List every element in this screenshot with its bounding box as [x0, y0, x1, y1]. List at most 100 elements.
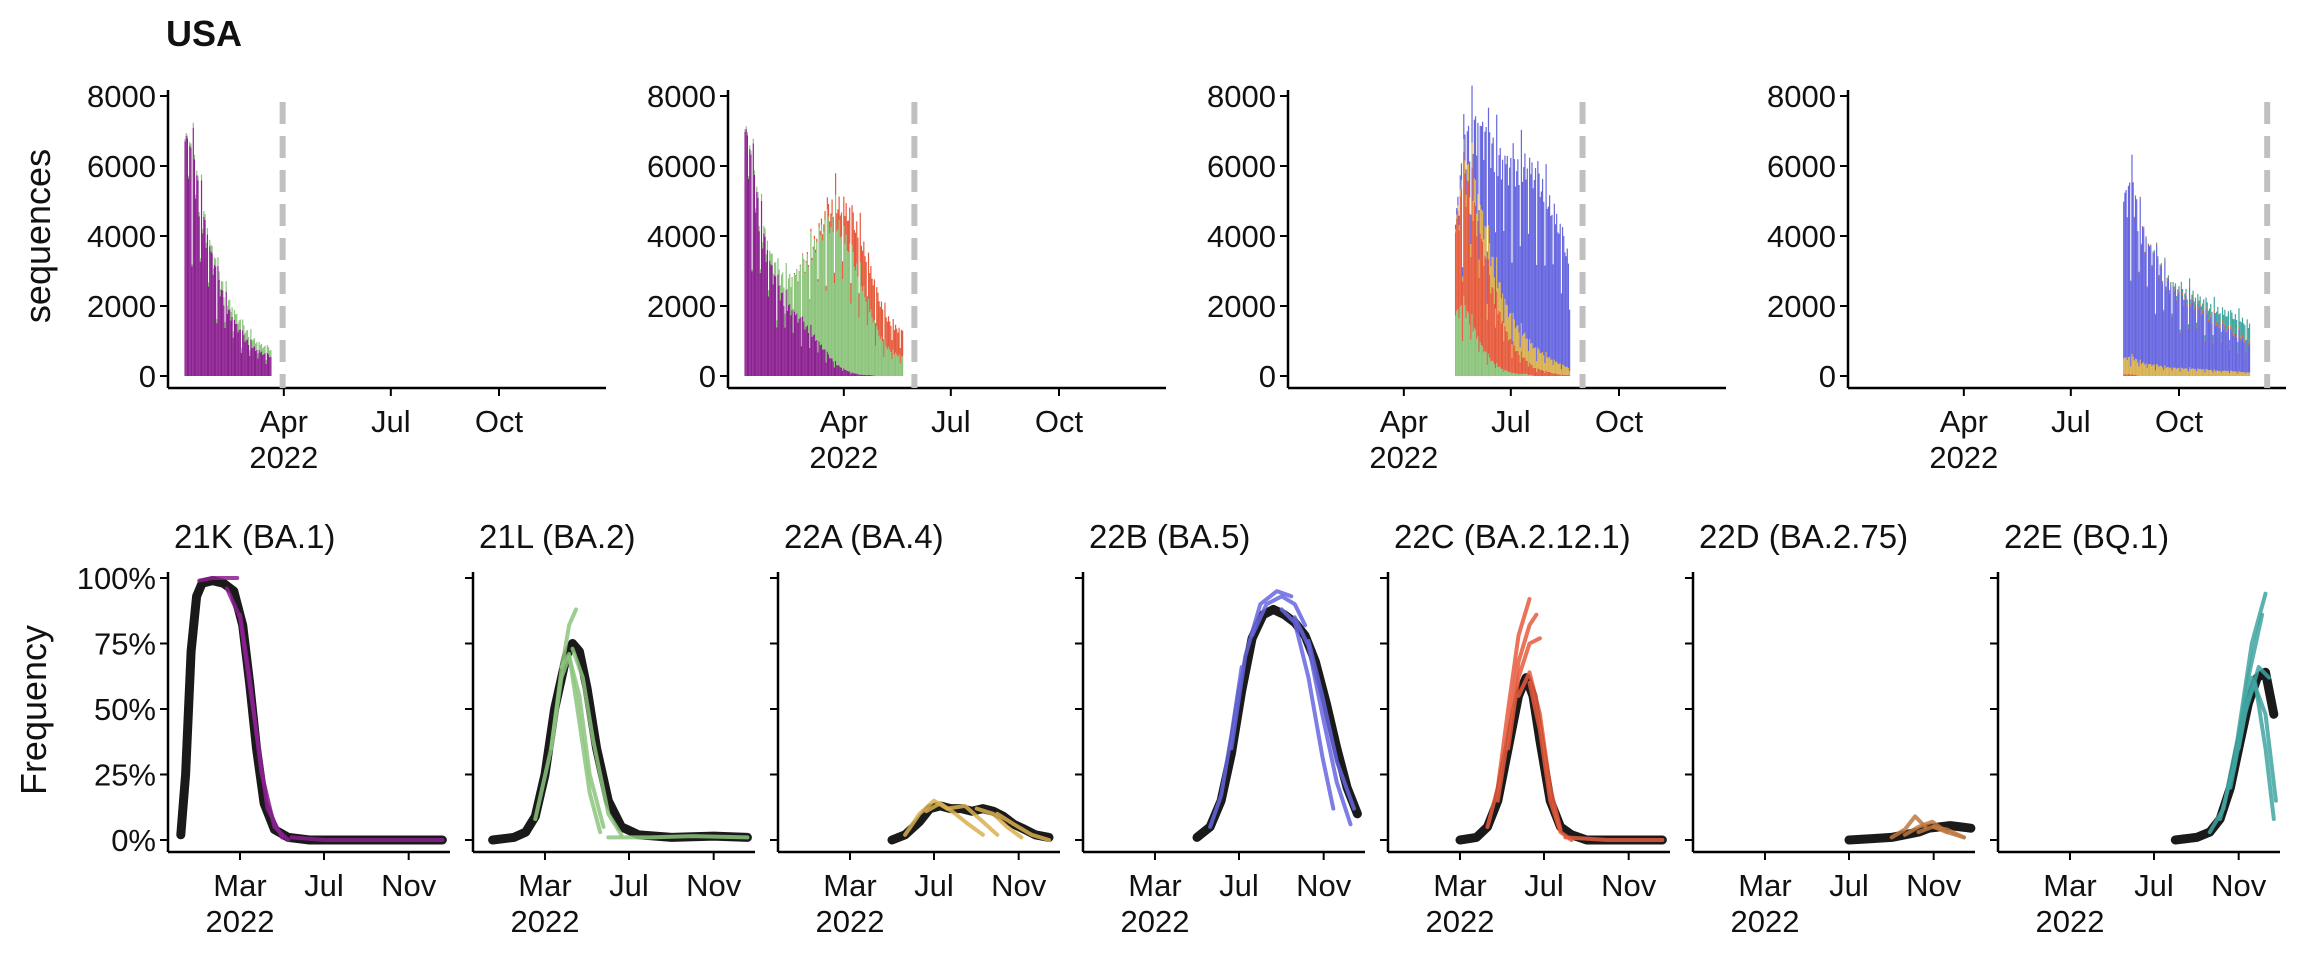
- bar-21l-ba-2: [817, 281, 819, 353]
- bar-22a-ba-4: [1546, 357, 1548, 372]
- bar-22d-ba-2-75: [2166, 279, 2168, 282]
- bar-22c-ba-2-12-1: [898, 327, 900, 355]
- bar-21l-ba-2: [849, 243, 851, 372]
- bar-22e-bq-1: [2176, 296, 2178, 299]
- panel-title-22b-ba-5: 22B (BA.5): [1089, 518, 1250, 555]
- bar-22a-ba-4: [2176, 368, 2178, 376]
- x-tick-label: Jul: [371, 404, 411, 439]
- bar-22b-ba-5: [2157, 258, 2159, 366]
- bar-21l-ba-2: [831, 215, 833, 359]
- bar-22a-ba-4: [2163, 370, 2165, 376]
- bar-22a-ba-4: [1511, 344, 1513, 358]
- bar-21k-ba-1: [851, 372, 853, 376]
- bar-22b-ba-5: [2174, 288, 2177, 368]
- bar-21l-ba-2: [222, 281, 224, 291]
- bar-22b-ba-5: [1564, 252, 1566, 367]
- bar-22c-ba-2-12-1: [1537, 368, 1539, 376]
- bar-22a-ba-4: [2181, 368, 2184, 376]
- bar-22c-ba-2-12-1: [1493, 303, 1495, 365]
- bar-21l-ba-2: [1496, 363, 1498, 376]
- bar-21l-ba-2: [1482, 346, 1484, 376]
- bar-22a-ba-4: [1559, 363, 1561, 375]
- bar-22e-bq-1: [2205, 297, 2207, 307]
- bar-22a-ba-4: [1484, 225, 1486, 257]
- bar-22c-ba-2-12-1: [1500, 323, 1503, 370]
- bar-22c-ba-2-12-1: [1547, 371, 1550, 376]
- bar-22d-ba-2-75: [2158, 275, 2160, 278]
- y-tick-label: 6000: [647, 149, 716, 184]
- bar-22e-bq-1: [2190, 299, 2192, 304]
- bar-21l-ba-2: [747, 175, 750, 179]
- bar-21k-ba-1: [189, 145, 191, 376]
- bar-21k-ba-1: [200, 180, 203, 376]
- bar-22a-ba-4: [2166, 367, 2168, 376]
- bar-22c-ba-2-12-1: [823, 224, 825, 232]
- bar-22a-ba-4: [1536, 360, 1538, 372]
- bar-22a-ba-4: [2200, 369, 2202, 376]
- bar-21l-ba-2: [266, 345, 268, 353]
- bar-22d-ba-2-75: [2213, 308, 2215, 313]
- bar-21l-ba-2: [1465, 318, 1467, 376]
- bar-22d-ba-2-75: [2248, 339, 2251, 343]
- bar-22d-ba-2-75: [2236, 334, 2238, 338]
- bar-22b-ba-5: [2188, 286, 2191, 368]
- bar-22b-ba-5: [2192, 299, 2194, 369]
- bar-22a-ba-4: [1479, 204, 1481, 234]
- bar-22c-ba-2-12-1: [894, 324, 897, 353]
- x-tick-sublabel: 2022: [510, 904, 579, 939]
- bar-21l-ba-2: [770, 253, 772, 265]
- x-tick-label: Jul: [2051, 404, 2091, 439]
- bar-22b-ba-5: [1492, 137, 1494, 258]
- bar-22b-ba-5: [1563, 235, 1565, 366]
- bar-21l-ba-2: [223, 297, 225, 306]
- bar-21k-ba-1: [809, 347, 811, 376]
- bar-22d-ba-2-75: [2228, 348, 2231, 351]
- x-tick-label: Oct: [1035, 404, 1084, 439]
- bar-21l-ba-2: [207, 282, 210, 287]
- bar-22b-ba-5: [2179, 332, 2181, 372]
- bar-21l-ba-2: [192, 122, 194, 128]
- bar-22c-ba-2-12-1: [1546, 371, 1548, 376]
- bar-22b-ba-5: [1497, 176, 1499, 289]
- bar-21l-ba-2: [213, 257, 216, 266]
- x-tick-label: Apr: [1380, 404, 1428, 439]
- forecast-line: [2242, 680, 2276, 821]
- bar-22c-ba-2-12-1: [815, 249, 817, 253]
- bar-22a-ba-4: [1476, 213, 1478, 237]
- bar-22a-ba-4: [2125, 357, 2127, 375]
- bar-22b-ba-5: [2214, 326, 2217, 371]
- bar-22a-ba-4: [2164, 365, 2166, 376]
- panel-title-22c-ba-2-12-1: 22C (BA.2.12.1): [1394, 518, 1631, 555]
- bar-22c-ba-2-12-1: [871, 278, 873, 318]
- bar-22a-ba-4: [2191, 368, 2193, 376]
- bar-22a-ba-4: [1464, 160, 1466, 174]
- bar-21k-ba-1: [785, 289, 787, 376]
- bar-21k-ba-1: [836, 364, 838, 376]
- bar-21l-ba-2: [749, 145, 751, 150]
- bar-22c-ba-2-12-1: [1514, 351, 1517, 374]
- bar-22b-ba-5: [1458, 215, 1460, 226]
- bar-22d-ba-2-75: [2149, 245, 2151, 248]
- bar-22a-ba-4: [2172, 367, 2174, 376]
- bar-21l-ba-2: [785, 263, 787, 290]
- bar-22b-ba-5: [1464, 134, 1466, 161]
- bar-21l-ba-2: [897, 356, 899, 376]
- bar-21k-ba-1: [751, 271, 753, 376]
- frequency-lines-22b-ba-5: [1192, 589, 1362, 842]
- bar-22a-ba-4: [2144, 364, 2146, 376]
- bar-22a-ba-4: [2170, 367, 2172, 376]
- bar-22d-ba-2-75: [2134, 195, 2137, 197]
- bar-22c-ba-2-12-1: [1513, 345, 1515, 374]
- bar-22d-ba-2-75: [2168, 291, 2171, 294]
- bar-22a-ba-4: [1491, 256, 1493, 287]
- bar-22a-ba-4: [2139, 359, 2141, 376]
- bar-21k-ba-1: [195, 198, 197, 376]
- bar-21l-ba-2: [1525, 374, 1527, 376]
- x-tick-sublabel: 2022: [1120, 904, 1189, 939]
- bar-21l-ba-2: [264, 345, 266, 354]
- bar-22b-ba-5: [1483, 159, 1485, 240]
- bar-22d-ba-2-75: [2246, 336, 2248, 340]
- bar-21k-ba-1: [186, 138, 189, 376]
- x-tick-label: Nov: [1906, 868, 1962, 903]
- bar-21l-ba-2: [782, 272, 784, 293]
